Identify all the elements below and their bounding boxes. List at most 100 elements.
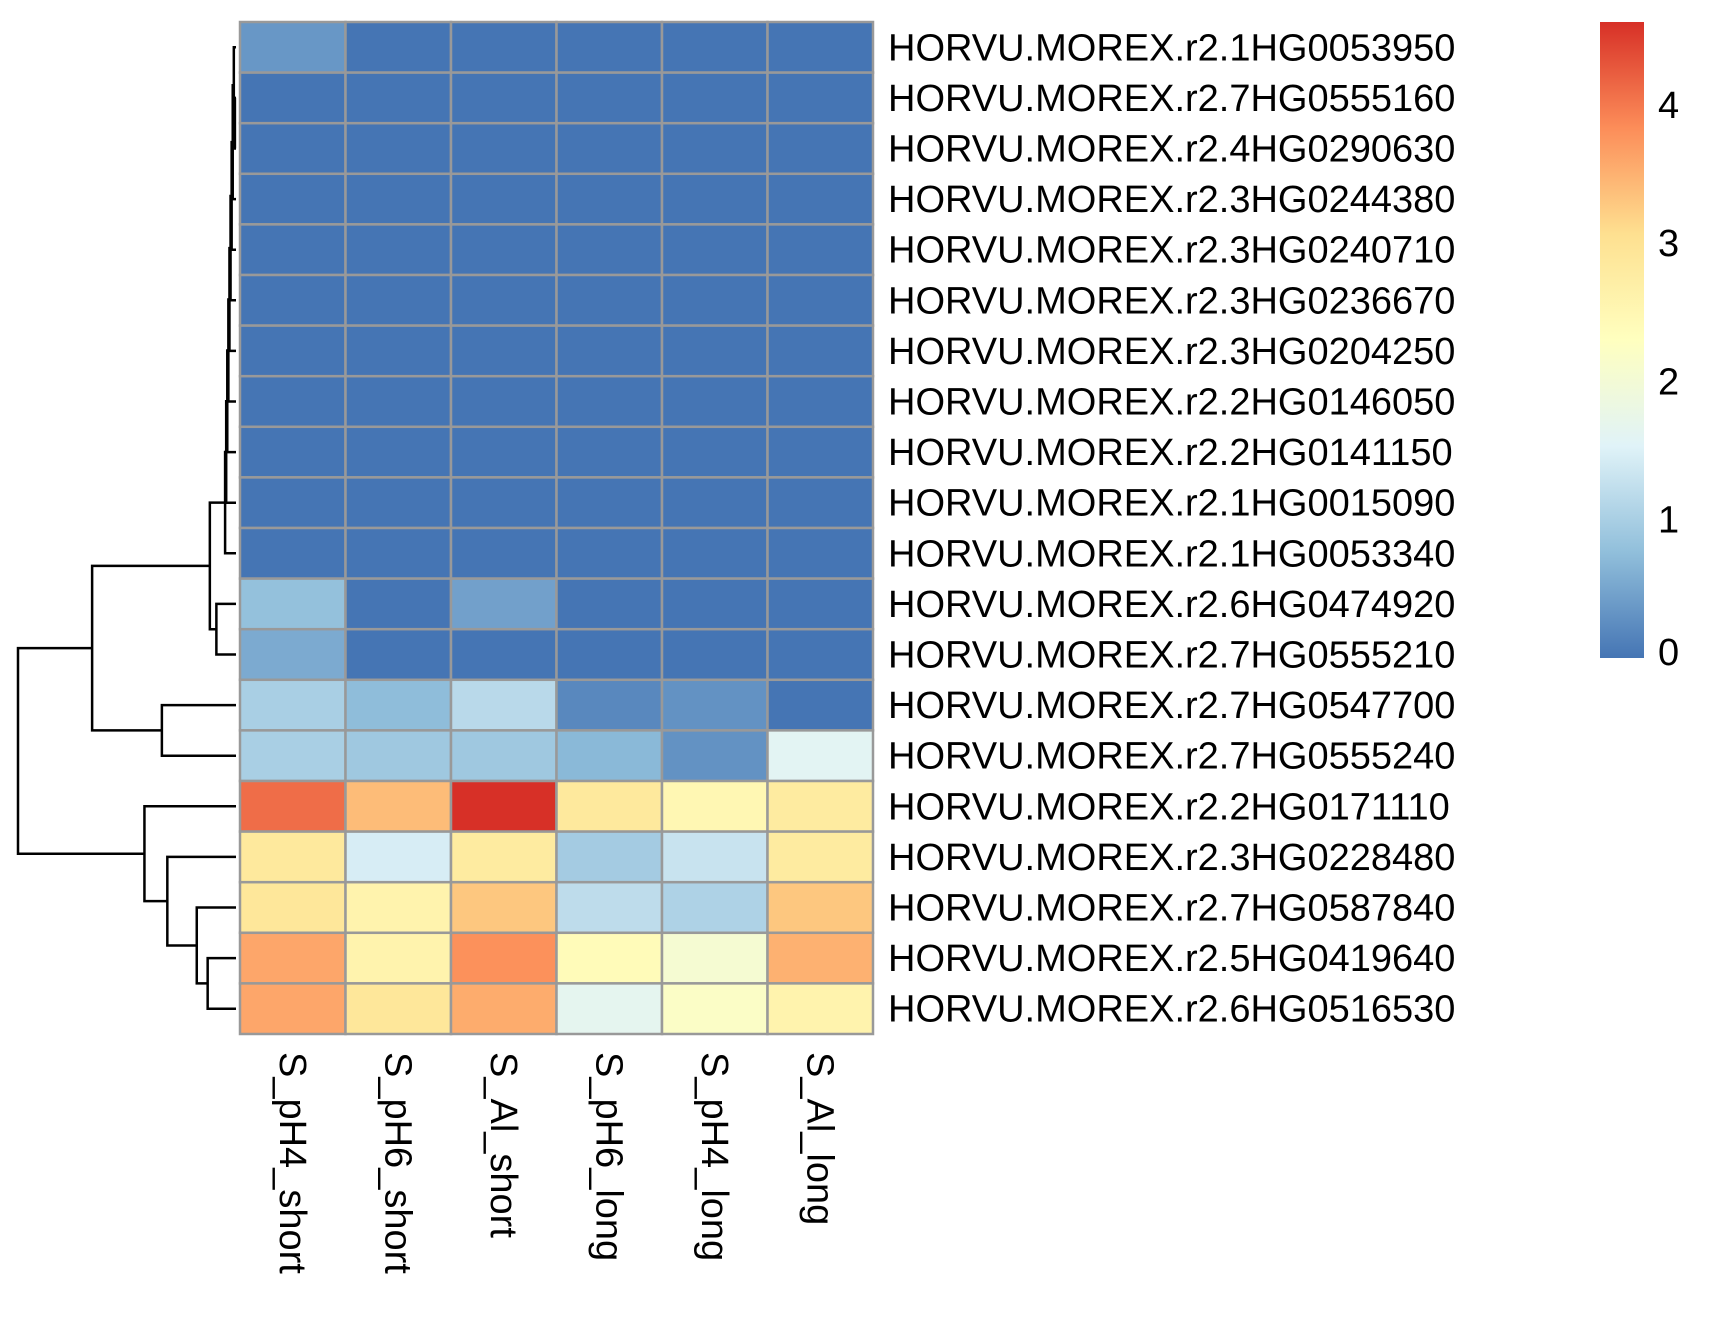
heatmap-cell [449, 982, 558, 1036]
heatmap-cell [449, 729, 558, 783]
heatmap-cell [238, 627, 347, 682]
heatmap-cell [660, 982, 769, 1036]
heatmap-cell [766, 20, 875, 74]
heatmap-cell [555, 880, 664, 935]
row-label: HORVU.MOREX.r2.7HG0555160 [888, 78, 1455, 120]
heatmap-cell [238, 20, 347, 74]
heatmap-cell [238, 577, 347, 631]
row-label: HORVU.MOREX.r2.7HG0547700 [888, 685, 1455, 727]
heatmap-cell [766, 324, 875, 378]
column-labels: S_pH4_short S_pH6_short S_Al_short S_pH6_lo… [271, 1052, 841, 1274]
row-label: HORVU.MOREX.r2.2HG0171110 [888, 786, 1450, 828]
heatmap-cell [660, 223, 769, 277]
heatmap-cell [766, 71, 875, 125]
heatmap-cell [344, 830, 453, 884]
heatmap-cell [344, 71, 453, 125]
row-label: HORVU.MOREX.r2.3HG0240710 [888, 230, 1455, 272]
heatmap-cell [344, 425, 453, 479]
heatmap-cell [766, 374, 875, 429]
heatmap-cell [766, 779, 875, 833]
heatmap-cell [660, 627, 769, 682]
heatmap-cell [660, 678, 769, 732]
heatmap-cell [660, 324, 769, 378]
heatmap-cell [660, 830, 769, 884]
dendrogram-branch [206, 956, 236, 1010]
legend-tick-label: 0 [1658, 632, 1679, 674]
heatmap-cell [660, 273, 769, 327]
row-label: HORVU.MOREX.r2.3HG0204250 [888, 331, 1455, 373]
heatmap-cell [555, 577, 664, 631]
row-label: HORVU.MOREX.r2.6HG0516530 [888, 989, 1455, 1031]
heatmap-cell [660, 172, 769, 226]
heatmap-cell [766, 476, 875, 530]
column-label: S_pH4_long [693, 1052, 735, 1261]
heatmap-cell [344, 982, 453, 1036]
heatmap-cell [555, 324, 664, 378]
heatmap-cell [449, 71, 558, 125]
heatmap-cell [449, 526, 558, 580]
heatmap-cell [238, 71, 347, 125]
dendrogram-branch [215, 602, 236, 656]
row-label: HORVU.MOREX.r2.3HG0244380 [888, 179, 1455, 221]
heatmap-cell [660, 577, 769, 631]
heatmap-cell [766, 425, 875, 479]
row-label: HORVU.MOREX.r2.1HG0015090 [888, 483, 1455, 525]
heatmap-cell [766, 577, 875, 631]
row-label: HORVU.MOREX.r2.5HG0419640 [888, 938, 1455, 980]
heatmap-cell [766, 627, 875, 682]
heatmap-cell [555, 374, 664, 429]
heatmap-cell [344, 729, 453, 783]
heatmap-cell [449, 577, 558, 631]
column-label: S_Al_short [482, 1052, 524, 1238]
heatmap-cell [449, 374, 558, 429]
heatmap-cell [766, 526, 875, 580]
heatmap-cell [766, 729, 875, 783]
row-label: HORVU.MOREX.r2.4HG0290630 [888, 129, 1455, 171]
row-labels: HORVU.MOREX.r2.1HG0053950 HORVU.MOREX.r2.… [888, 27, 1455, 1030]
heatmap-cell [449, 627, 558, 682]
heatmap-cell [449, 20, 558, 74]
heatmap-cell [344, 374, 453, 429]
heatmap-cell [660, 729, 769, 783]
color-legend: 0 1 2 3 4 [1600, 22, 1679, 674]
heatmap-cell [555, 982, 664, 1036]
heatmap-cell [660, 425, 769, 479]
row-label: HORVU.MOREX.r2.2HG0141150 [888, 432, 1453, 474]
heatmap-cell [449, 172, 558, 226]
heatmap-cell [555, 121, 664, 176]
legend-tick-label: 4 [1658, 85, 1679, 127]
heatmap-cell [344, 324, 453, 378]
heatmap-cell [555, 273, 664, 327]
dendrogram-branch [16, 646, 145, 855]
heatmap-cell [555, 223, 664, 277]
row-label: HORVU.MOREX.r2.7HG0587840 [888, 888, 1455, 930]
column-label: S_Al_long [798, 1052, 840, 1225]
row-label: HORVU.MOREX.r2.6HG0474920 [888, 584, 1455, 626]
heatmap-cell [449, 678, 558, 732]
heatmap-cell [238, 729, 347, 783]
heatmap-cell [555, 830, 664, 884]
heatmap-cell [449, 830, 558, 884]
column-label: S_pH6_short [376, 1052, 418, 1274]
heatmap-cell [660, 526, 769, 580]
heatmap-cell [555, 627, 664, 682]
heatmap-cell [555, 678, 664, 732]
heatmap-cell [449, 476, 558, 530]
heatmap-cell [766, 931, 875, 985]
heatmap-cell [555, 526, 664, 580]
heatmap-cell [344, 779, 453, 833]
heatmap-cell [344, 172, 453, 226]
heatmap-cell [449, 223, 558, 277]
heatmap-cell [344, 20, 453, 74]
heatmap-cell [238, 425, 347, 479]
heatmap-cell [660, 931, 769, 985]
dendrogram-branch [233, 96, 237, 150]
heatmap-cell [449, 931, 558, 985]
heatmap-cell [238, 324, 347, 378]
heatmap-cell [660, 71, 769, 125]
heatmap-cell [344, 121, 453, 176]
dendrogram-branch [195, 906, 236, 985]
heatmap-cell [238, 273, 347, 327]
heatmap-cell [238, 172, 347, 226]
